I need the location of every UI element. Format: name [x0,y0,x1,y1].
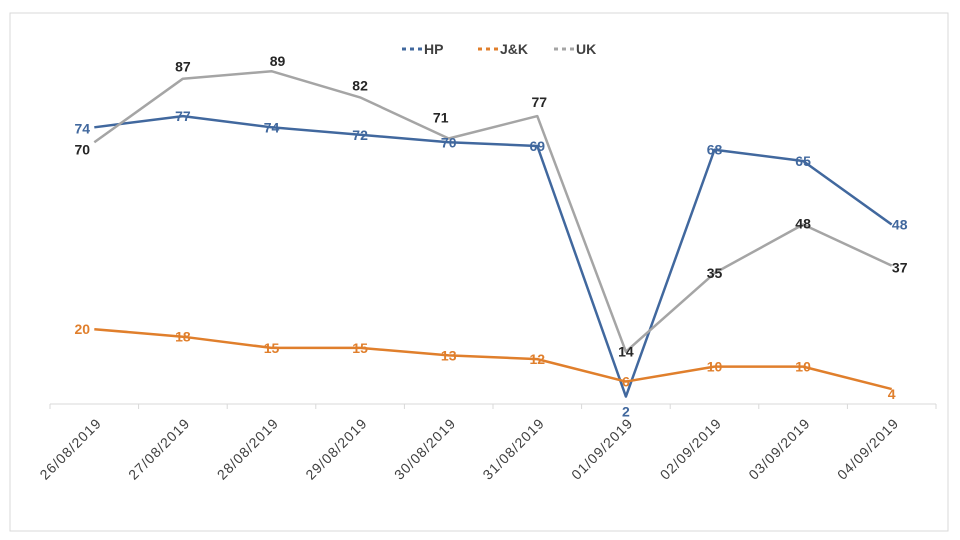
data-label: 14 [618,344,634,360]
data-label: 10 [795,359,811,375]
legend-label-j-k: J&K [500,41,528,57]
data-label: 15 [352,340,368,356]
data-label: 4 [888,386,896,402]
data-label: 20 [75,321,91,337]
data-label: 6 [622,374,630,390]
data-label: 69 [530,138,546,154]
data-label: 13 [441,347,457,363]
data-label: 87 [175,59,191,75]
legend-label-uk: UK [576,41,596,57]
series-group [93,69,893,398]
data-label: 70 [75,141,91,157]
data-label: 74 [264,119,280,135]
data-label: 35 [707,265,723,281]
data-label: 89 [270,53,286,69]
data-label: 48 [892,217,908,233]
data-label: 70 [441,134,457,150]
chart-border [9,12,949,532]
series-line-j-k [94,327,893,391]
data-label: 65 [795,153,811,169]
data-labels: 74 77 74 72 70 69 2 68 65 48 20 18 15 15 13 12 6 10 10 4 70 8… [75,53,908,419]
legend: HP J&K UK [402,41,596,57]
data-label: 74 [75,120,91,136]
data-label: 72 [352,127,368,143]
data-label: 2 [622,404,630,420]
series-line-hp [94,114,893,398]
data-label: 10 [707,359,723,375]
data-label: 48 [795,216,811,232]
legend-label-hp: HP [424,41,443,57]
data-label: 77 [175,108,191,124]
data-label: 15 [264,340,280,356]
data-label: 12 [530,351,546,367]
series-line-uk [93,69,893,353]
data-label: 37 [892,260,908,276]
data-label: 77 [532,94,548,110]
data-label: 71 [433,110,449,126]
data-label: 18 [175,329,191,345]
data-label: 82 [352,77,368,93]
data-label: 68 [707,142,723,158]
